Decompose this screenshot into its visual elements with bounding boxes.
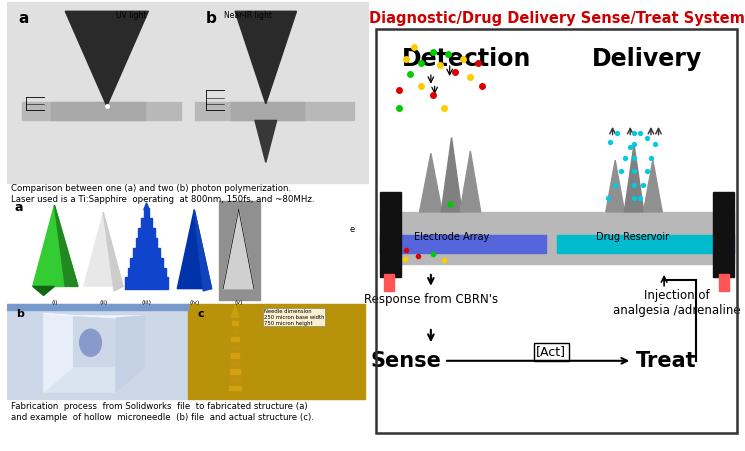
Bar bbox=[195, 102, 355, 120]
Bar bbox=[7, 2, 369, 183]
Bar bbox=[229, 377, 241, 382]
Text: Diagnostic/Drug Delivery Sense/Treat System: Diagnostic/Drug Delivery Sense/Treat Sys… bbox=[369, 11, 745, 26]
Text: Fabrication  process  from Solidworks  file  to fabricated structure (a): Fabrication process from Solidworks file… bbox=[11, 402, 308, 411]
Polygon shape bbox=[624, 144, 644, 212]
Polygon shape bbox=[66, 11, 148, 106]
Bar bbox=[219, 201, 260, 300]
Bar bbox=[22, 102, 181, 120]
Polygon shape bbox=[606, 160, 624, 212]
Polygon shape bbox=[419, 153, 442, 212]
Polygon shape bbox=[33, 205, 78, 286]
Text: (iv): (iv) bbox=[189, 300, 200, 305]
Text: Sense: Sense bbox=[371, 351, 442, 371]
Bar bbox=[51, 102, 145, 120]
Bar bbox=[125, 277, 168, 289]
Bar bbox=[231, 353, 239, 358]
Bar bbox=[713, 192, 734, 277]
Polygon shape bbox=[144, 203, 149, 210]
Bar bbox=[130, 258, 163, 269]
Bar bbox=[133, 248, 160, 259]
Bar bbox=[719, 274, 729, 291]
Text: [Act]: [Act] bbox=[536, 345, 566, 358]
Polygon shape bbox=[460, 151, 481, 212]
Text: Delivery: Delivery bbox=[592, 47, 703, 71]
Text: e: e bbox=[349, 226, 355, 235]
Polygon shape bbox=[194, 210, 212, 291]
Bar bbox=[380, 235, 545, 253]
Polygon shape bbox=[33, 286, 54, 295]
Text: Laser used is a Ti:Sapphire  operating  at 800nm, 150fs, and ~80MHz.: Laser used is a Ti:Sapphire operating at… bbox=[11, 195, 314, 204]
Text: (v): (v) bbox=[235, 300, 243, 305]
Bar bbox=[232, 102, 304, 120]
Polygon shape bbox=[441, 138, 462, 212]
Polygon shape bbox=[177, 210, 212, 289]
Text: a: a bbox=[19, 11, 28, 26]
Text: Comparison between one (a) and two (b) photon polymerization.: Comparison between one (a) and two (b) p… bbox=[11, 184, 291, 193]
Bar bbox=[7, 304, 188, 399]
Text: Electrode Array: Electrode Array bbox=[414, 232, 489, 242]
Bar bbox=[380, 192, 401, 277]
Bar bbox=[232, 337, 238, 341]
Polygon shape bbox=[104, 212, 123, 291]
Polygon shape bbox=[235, 11, 297, 104]
Polygon shape bbox=[43, 368, 145, 392]
Text: (iii): (iii) bbox=[142, 300, 151, 305]
Text: c: c bbox=[197, 309, 204, 319]
Bar bbox=[136, 238, 157, 249]
Bar bbox=[127, 267, 165, 279]
Text: Near-IR light: Near-IR light bbox=[224, 11, 272, 20]
Text: b: b bbox=[206, 11, 217, 26]
Text: Treat: Treat bbox=[635, 351, 697, 371]
Bar bbox=[230, 369, 240, 374]
Bar bbox=[380, 212, 734, 264]
Polygon shape bbox=[116, 316, 145, 392]
Polygon shape bbox=[43, 313, 72, 392]
Bar bbox=[557, 235, 723, 253]
Text: Injection of
analgesia /adrenaline: Injection of analgesia /adrenaline bbox=[613, 289, 741, 317]
Text: (ii): (ii) bbox=[99, 300, 107, 305]
Bar bbox=[719, 235, 734, 253]
Text: (i): (i) bbox=[51, 300, 57, 305]
Text: UV light: UV light bbox=[116, 11, 146, 20]
Polygon shape bbox=[54, 205, 78, 286]
Polygon shape bbox=[83, 212, 123, 286]
Bar bbox=[7, 304, 188, 310]
Bar bbox=[231, 345, 239, 350]
Text: Needle dimension
250 micron base width
750 micron height: Needle dimension 250 micron base width 7… bbox=[264, 309, 325, 326]
Text: and example  of hollow  microneedle  (b) file  and actual structure (c).: and example of hollow microneedle (b) fi… bbox=[11, 413, 314, 422]
Polygon shape bbox=[232, 306, 238, 317]
Bar bbox=[139, 228, 155, 239]
Bar bbox=[376, 29, 738, 433]
Text: Response from CBRN's: Response from CBRN's bbox=[364, 293, 498, 306]
Bar bbox=[232, 329, 238, 333]
Bar bbox=[229, 386, 241, 390]
Polygon shape bbox=[255, 120, 276, 162]
Polygon shape bbox=[224, 210, 254, 289]
Polygon shape bbox=[43, 313, 145, 318]
Bar bbox=[232, 321, 238, 325]
Text: a: a bbox=[15, 201, 23, 214]
Circle shape bbox=[80, 329, 101, 356]
Text: b: b bbox=[16, 309, 25, 319]
Bar bbox=[141, 218, 152, 230]
Bar bbox=[144, 208, 149, 220]
Polygon shape bbox=[644, 160, 662, 212]
Text: Detection: Detection bbox=[402, 47, 531, 71]
Bar bbox=[230, 361, 240, 366]
Text: Drug Reservoir: Drug Reservoir bbox=[595, 232, 669, 242]
Bar bbox=[188, 304, 365, 399]
Bar bbox=[384, 274, 394, 291]
